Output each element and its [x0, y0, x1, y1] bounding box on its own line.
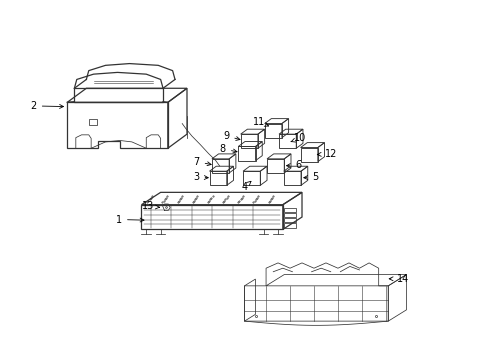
Bar: [283, 218, 295, 222]
Text: 1: 1: [116, 215, 143, 225]
Bar: [283, 224, 295, 228]
Text: 7: 7: [193, 157, 211, 167]
Text: 5: 5: [303, 172, 318, 182]
Text: 2: 2: [30, 101, 63, 111]
Text: 11: 11: [252, 117, 268, 127]
Text: 14: 14: [388, 274, 408, 284]
Text: 6: 6: [286, 160, 301, 170]
Text: 4: 4: [241, 181, 250, 192]
Bar: [283, 207, 295, 212]
Text: 9: 9: [223, 131, 240, 141]
Text: 10: 10: [290, 133, 305, 143]
Text: 12: 12: [317, 149, 336, 159]
Text: 8: 8: [220, 144, 237, 154]
Text: 3: 3: [193, 172, 208, 182]
Text: 13: 13: [142, 202, 159, 211]
Bar: [283, 213, 295, 217]
Bar: [89, 119, 97, 125]
